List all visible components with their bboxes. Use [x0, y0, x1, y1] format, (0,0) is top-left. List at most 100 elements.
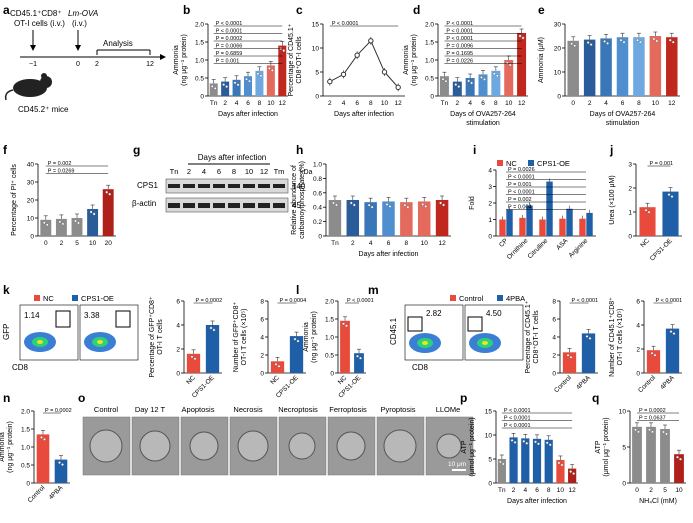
- y-tick-label: 1.5: [21, 427, 30, 434]
- bar: [270, 361, 285, 373]
- p-value-label: P < 0.0001: [446, 21, 473, 27]
- bar: [517, 33, 527, 96]
- x-tick-label: Control: [553, 374, 573, 394]
- bar: [539, 219, 546, 236]
- cells-label-1: CD45.1⁺CD8⁺: [10, 9, 62, 18]
- y-tick-label: 10: [485, 433, 493, 440]
- x-tick-label: 10: [421, 240, 429, 247]
- y-tick-label: 2: [260, 353, 264, 360]
- cell-body: [237, 430, 269, 462]
- p-value-label: P = 0.0226: [446, 59, 473, 65]
- x-tick-label: 6: [535, 487, 539, 494]
- data-dot: [670, 195, 674, 199]
- y-axis-label: Ammonia: [0, 432, 6, 462]
- y-tick-label: 6: [176, 299, 180, 306]
- bar: [209, 83, 218, 96]
- cell-body: [288, 432, 316, 460]
- m-legend-control: Control: [459, 294, 484, 303]
- y-tick-label: 1.5: [425, 40, 434, 47]
- bar: [649, 36, 662, 96]
- bar: [354, 353, 364, 373]
- y-tick-label: 3: [488, 184, 492, 191]
- flow-xaxis-label: CD8: [412, 363, 429, 372]
- x-tick-label: 4: [235, 100, 239, 107]
- y-axis-label: OT-I T cells (×10⁵): [241, 309, 248, 366]
- bar: [54, 459, 68, 483]
- chart-k2: 0 2 4 6 8 Number of GFP⁺CD8⁺ OT-I T cells (×10…: [233, 298, 306, 400]
- y-tick-label: 4: [260, 335, 264, 342]
- data-dot: [534, 440, 537, 444]
- x-tick-label: 4: [604, 100, 608, 107]
- y-axis-label: ATP: [461, 440, 468, 453]
- y-tick-label: 1: [488, 217, 492, 224]
- data-dot: [586, 41, 590, 44]
- bar: [497, 459, 506, 483]
- x-tick-label: NC: [639, 237, 651, 249]
- blot-band: [213, 203, 225, 208]
- p-value-label: P = 0.0002: [196, 298, 223, 304]
- data-dot: [606, 42, 609, 45]
- data-dot: [92, 212, 96, 216]
- y-axis-label: (μmol μg⁻¹ protein): [603, 417, 610, 476]
- data-dot: [480, 76, 483, 79]
- x-tick-label: 4: [523, 487, 527, 494]
- chart-e: 0 10 20 30 Ammonia (μM) 0 2 4 6 8 10 12 Days of OVA2…: [538, 22, 680, 127]
- x-tick-label: 2: [60, 240, 64, 247]
- data-dot: [652, 37, 656, 41]
- panel-letter-k: k: [3, 283, 10, 297]
- y-tick-label: 0.6: [313, 190, 322, 197]
- bar: [364, 202, 377, 236]
- x-tick-label: 4PBA: [48, 484, 65, 501]
- data-dot: [356, 354, 359, 358]
- data-dot: [569, 470, 573, 473]
- data-dot: [492, 72, 496, 76]
- timeline-tick-2: 0: [76, 61, 80, 68]
- data-dot: [650, 351, 654, 355]
- x-tick-label: 10: [381, 100, 389, 107]
- x-tick-label: 12: [668, 100, 676, 107]
- data-dot: [282, 49, 286, 52]
- bar: [478, 74, 488, 96]
- panel-letter-q: q: [592, 391, 599, 405]
- blot-lane-1: Tn: [170, 167, 179, 176]
- panel-letter-p: p: [460, 391, 467, 405]
- cell-label-4: Necrosis: [233, 405, 262, 414]
- bar: [504, 60, 514, 96]
- bar: [435, 200, 449, 236]
- cell-label-8: LLOMe: [436, 405, 461, 414]
- timeline-tick-1: −1: [29, 61, 37, 68]
- x-tick-label: 10: [675, 487, 683, 494]
- y-axis-label: (ng μg⁻¹ protein): [7, 421, 14, 473]
- y-tick-label: 4: [636, 323, 640, 330]
- cell-label-1: Control: [94, 405, 119, 414]
- flow-gate: [467, 316, 483, 332]
- y-tick-label: 0: [30, 234, 34, 241]
- x-tick-label: 0: [571, 100, 575, 107]
- x-tick-label: 2: [588, 100, 592, 107]
- data-dot: [352, 203, 356, 207]
- y-axis-label: Ammonia: [403, 45, 410, 75]
- y-tick-label: 10: [554, 70, 562, 77]
- p-value-label: P < 0.0001: [508, 190, 535, 196]
- x-axis-label: Days after infection: [507, 498, 567, 505]
- y-tick-label: 1.0: [195, 58, 204, 65]
- p-value-label: P = 0.001: [508, 182, 532, 188]
- blot-band: [183, 203, 195, 208]
- bar: [559, 218, 566, 236]
- data-point: [381, 69, 388, 75]
- x-tick-label: NC: [185, 374, 197, 386]
- y-tick-label: 0: [488, 481, 492, 488]
- data-dot: [619, 38, 623, 42]
- bar: [665, 328, 680, 373]
- legend-swatch-nc: [497, 160, 503, 166]
- panel-letter-m: m: [368, 283, 379, 297]
- panel-m-flow: Control 4PBA 2.82 4.50 CD8 CD45.1: [389, 294, 525, 372]
- y-tick-label: 4: [552, 335, 556, 342]
- panel-letter-e: e: [538, 3, 545, 17]
- blot-band: [168, 184, 180, 188]
- flow-xaxis-label: CD8: [12, 363, 29, 372]
- x-tick-label: 6: [481, 100, 485, 107]
- p-value-label: P = 0.0066: [216, 44, 243, 50]
- p-value-label: P = 0.0002: [216, 36, 243, 42]
